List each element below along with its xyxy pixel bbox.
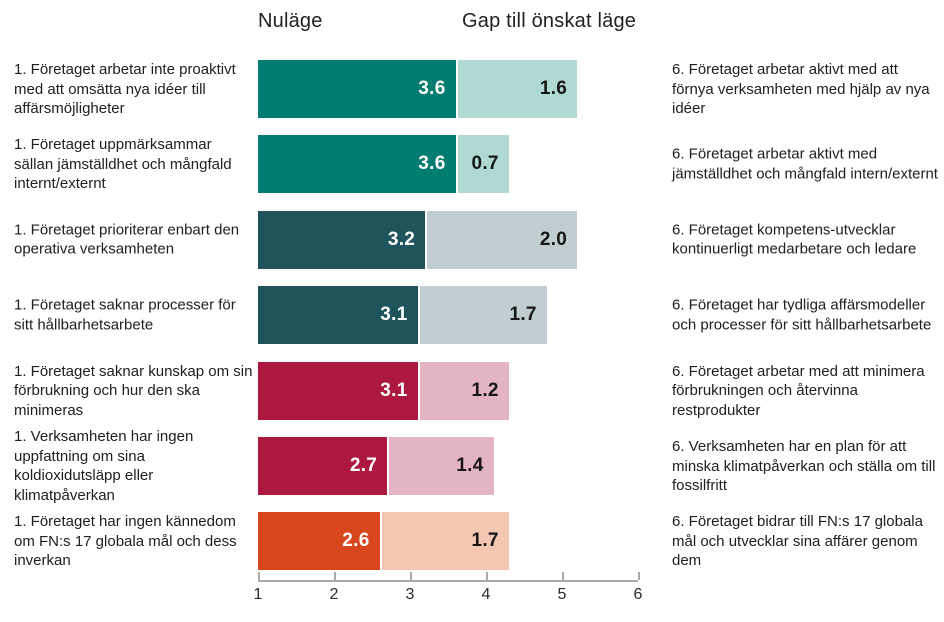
gap-value-label: 1.6 [539,78,568,99]
gap-bar-segment: 2.0 [425,210,578,269]
nulage-bar-segment: 3.6 [258,60,456,118]
nulage-value-label: 3.6 [418,153,446,175]
x-axis-line [258,580,638,582]
row-left-label: 1. Verksamheten har ingen uppfattning om… [14,428,194,504]
nulage-bar-segment: 3.2 [258,210,426,269]
gap-bar-segment: 1.7 [417,286,547,345]
nulage-bar-segment: 2.7 [258,437,388,495]
row-left-label: 1. Företaget saknar processer för sitt h… [14,296,236,334]
x-axis-tick-label: 4 [481,586,491,603]
row-right-label: 6. Företaget kompetens-utvecklar kontinu… [672,221,917,258]
gap-value-label: 2.0 [539,228,568,250]
series-header-gap: Gap till önskat läge [462,10,637,32]
nulage-bar-segment: 2.6 [258,512,380,571]
series-header-nulage: Nuläge [258,10,323,32]
x-axis-tick [562,572,564,580]
gap-bar-segment: 1.2 [417,361,509,420]
x-axis-tick [638,572,640,580]
x-axis-tick [334,572,336,580]
chart-row: 1. Företaget saknar kunskap om sin förbr… [0,361,944,420]
row-right-label: 6. Företaget arbetar aktivt med att förn… [672,60,930,117]
gap-value-label: 0.7 [471,153,499,175]
x-axis-tick [410,572,412,580]
nulage-bar-segment: 3.1 [258,361,418,420]
nulage-value-label: 3.6 [418,78,446,99]
nulage-value-label: 3.2 [387,228,416,250]
nulage-bar-segment: 3.1 [258,286,418,345]
chart-row: 1. Företaget prioriterar enbart den oper… [0,210,944,269]
gap-value-label: 1.7 [509,304,537,326]
chart-row: 1. Företaget uppmärksammar sällan jämstä… [0,135,944,194]
row-right-label: 6. Verksamheten har en plan för att mins… [672,437,936,494]
x-axis-tick-label: 6 [633,586,643,603]
gap-bar-segment: 0.7 [455,135,509,194]
x-axis-tick-label: 3 [405,586,415,603]
row-left-label: 1. Företaget har ingen kännedom om FN:s … [14,513,237,570]
row-right-label: 6. Företaget arbetar med att minimera fö… [672,362,925,419]
row-left-label: 1. Företaget prioriterar enbart den oper… [14,221,240,258]
row-left-label: 1. Företaget saknar kunskap om sin förbr… [14,362,253,419]
x-axis-tick-label: 2 [329,586,339,603]
gap-bar-segment: 1.4 [387,437,494,495]
row-left-label: 1. Företaget arbetar inte proaktivt med … [14,60,236,117]
x-axis-tick-label: 5 [557,586,567,603]
chart-row: 1. Företaget arbetar inte proaktivt med … [0,60,944,118]
x-axis-tick [486,572,488,580]
nulage-value-label: 3.1 [380,304,408,326]
gap-value-label: 1.4 [456,455,484,476]
chart-row: 1. Företaget har ingen kännedom om FN:s … [0,512,944,571]
nulage-value-label: 2.7 [349,455,378,476]
row-left-label: 1. Företaget uppmärksammar sällan jämstä… [14,136,232,193]
gap-bar-segment: 1.6 [455,60,578,118]
row-right-label: 6. Företaget arbetar aktivt med jämställ… [672,145,938,183]
nulage-bar-segment: 3.6 [258,135,456,194]
x-axis-tick-label: 1 [253,586,263,603]
nulage-value-label: 2.6 [342,530,370,552]
row-right-label: 6. Företaget bidrar till FN:s 17 globala… [672,513,923,570]
x-axis-tick [258,572,260,580]
row-right-label: 6. Företaget har tydliga affärsmodeller … [672,296,932,334]
chart-row: 1. Verksamheten har ingen uppfattning om… [0,428,944,504]
chart-row: 1. Företaget saknar processer för sitt h… [0,286,944,345]
gap-value-label: 1.2 [471,379,499,401]
nulage-value-label: 3.1 [380,379,408,401]
gap-bar-segment: 1.7 [379,512,509,571]
gap-value-label: 1.7 [471,530,499,552]
